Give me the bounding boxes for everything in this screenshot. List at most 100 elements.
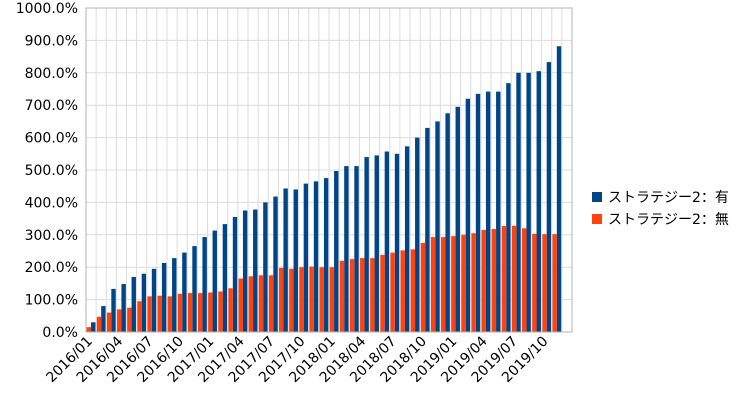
bar-series-2 [522,228,527,332]
bar-series-1 [161,262,167,332]
bar-series-1 [212,230,217,332]
bar-series-1 [141,273,147,332]
bar-series-2 [187,293,193,332]
bar-series-1 [526,72,531,333]
legend-item: ストラテジー2：有 [592,186,729,208]
bar-series-1 [455,106,460,332]
bar-series-2 [471,233,476,332]
bar-series-2 [289,268,294,332]
bar-series-1 [101,306,106,332]
bar-series-2 [339,260,345,332]
bar-series-2 [96,316,102,332]
bar-series-1 [354,166,359,332]
y-tick-label: 400.0% [25,195,78,211]
bar-series-2 [481,229,486,332]
bar-series-2 [552,234,557,332]
bar-series-2 [461,234,466,332]
bar-series-2 [319,267,324,332]
y-tick-label: 1000.0% [16,1,78,17]
bar-series-2 [86,327,92,332]
bar-series-2 [309,266,314,332]
bar-series-2 [491,228,497,332]
plot-border [85,7,573,333]
bar-series-1 [394,153,400,332]
bar-series-2 [117,309,122,332]
bar-series-2 [248,276,254,332]
y-tick-label: 0.0% [42,325,78,341]
bar-series-2 [360,258,365,332]
y-tick-label: 800.0% [25,66,78,82]
bar-series-2 [198,293,203,332]
bar-series-2 [349,259,355,332]
bar-series-2 [208,292,213,332]
bar-series-2 [542,234,547,332]
bar-series-2 [167,296,173,332]
bar-series-2 [511,225,517,332]
bar-series-1 [232,216,238,332]
bar-series-1 [334,170,339,332]
bar-series-1 [242,210,248,332]
bar-series-1 [253,209,258,332]
legend-label: ストラテジー2：無 [608,212,729,228]
bar-series-2 [420,242,426,332]
bar-series-1 [303,183,309,332]
bar-series-1 [222,224,228,332]
bar-series-1 [172,258,177,332]
bar-series-2 [370,258,375,332]
bar-series-2 [228,288,233,332]
bar-series-2 [400,250,405,332]
y-tick-label: 700.0% [25,98,78,114]
y-tick-label: 200.0% [25,260,78,276]
bar-series-1 [202,237,207,332]
y-tick-label: 900.0% [25,33,78,49]
chart-legend: ストラテジー2：有 ストラテジー2：無 [592,186,729,230]
bar-series-1 [131,276,136,332]
legend-swatch-series-2 [592,214,602,224]
bar-series-2 [299,267,304,332]
bar-series-2 [147,296,152,332]
bar-series-1 [293,189,298,332]
bar-series-1 [313,181,319,332]
bar-series-1 [516,72,521,333]
bar-series-1 [536,71,541,333]
bar-series-2 [258,275,264,332]
y-tick-label: 600.0% [25,131,78,147]
bar-series-1 [465,98,471,332]
bar-series-1 [415,137,420,332]
bar-series-2 [157,295,162,332]
bar-series-1 [425,127,430,332]
bar-series-1 [556,46,562,333]
y-tick-label: 100.0% [25,293,78,309]
bar-series-1 [263,202,268,332]
bar-series-1 [111,288,116,332]
bar-series-1 [344,166,349,332]
bar-series-1 [496,91,501,332]
bar-series-2 [279,267,284,332]
bar-series-2 [137,301,142,332]
bar-series-1 [91,322,96,332]
bar-series-1 [273,196,278,332]
bar-series-2 [218,291,223,332]
bar-series-1 [364,157,369,332]
bar-series-1 [435,121,440,333]
bar-series-2 [430,237,436,332]
legend-label: ストラテジー2：有 [608,190,729,206]
bar-series-1 [384,151,390,332]
y-tick-label: 300.0% [25,228,78,244]
bar-series-1 [485,91,491,332]
bar-series-2 [501,226,507,332]
bar-series-1 [121,284,126,332]
bar-series-1 [404,146,410,332]
bar-series-1 [182,252,187,332]
bar-series-2 [238,278,243,332]
bar-series-2 [268,275,274,332]
bar-series-1 [151,268,157,332]
bar-series-2 [532,233,537,332]
bar-series-2 [441,237,446,332]
bar-series-2 [177,293,183,332]
bar-series-1 [475,93,481,332]
bar-series-1 [506,83,511,332]
bar-series-2 [410,249,416,332]
